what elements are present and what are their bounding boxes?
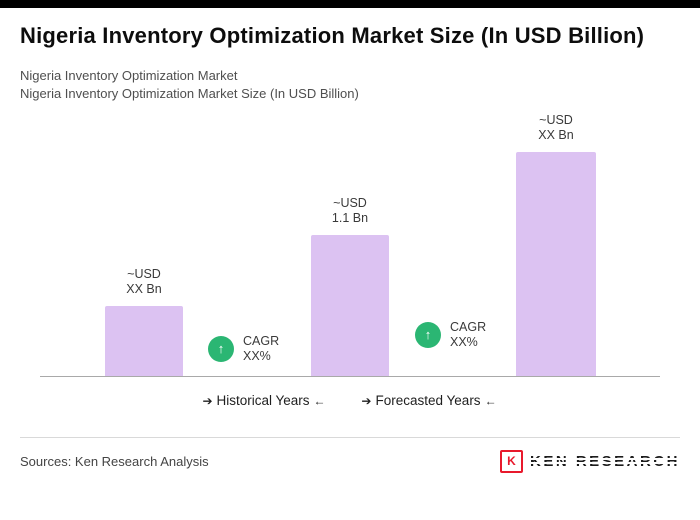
growth-up-arrow-icon: ↑ xyxy=(208,335,234,362)
bar-chart: ~USD XX Bn ~USD 1.1 Bn ~USD XX Bn ↑ CAGR… xyxy=(20,109,680,377)
left-arrow-icon: ← xyxy=(484,393,497,408)
footer-divider xyxy=(20,436,680,438)
ken-research-logo: K KEN RESEARCH xyxy=(499,449,681,473)
growth-up-arrow-icon: ↑ xyxy=(415,321,441,348)
bar-historical xyxy=(105,305,183,376)
bar-value-label: ~USD 1.1 Bn xyxy=(331,196,369,225)
cagr-value: XX% xyxy=(450,334,478,349)
bar-value-label: ~USD XX Bn xyxy=(538,113,574,142)
chart-subtitle-market: Nigeria Inventory Optimization Market xyxy=(20,67,238,83)
cagr-annotation-forecast: ↑ CAGR XX% xyxy=(415,320,486,350)
cagr-label: CAGR xyxy=(243,334,280,349)
top-black-bar xyxy=(0,0,700,8)
bar-base-year xyxy=(311,234,389,376)
ken-research-k-icon: K xyxy=(499,449,523,473)
forecasted-years-label: ➔ Forecasted Years ← xyxy=(357,393,500,408)
bar-group-forecast: ~USD XX Bn xyxy=(516,113,596,376)
cagr-label: CAGR xyxy=(450,320,487,335)
page-content: Nigeria Inventory Optimization Market Si… xyxy=(0,22,700,417)
x-axis-line xyxy=(40,375,660,377)
bar-group-historical: ~USD XX Bn xyxy=(105,267,183,376)
chart-subtitle-size: Nigeria Inventory Optimization Market Si… xyxy=(20,85,359,101)
cagr-value: XX% xyxy=(243,348,271,363)
ken-research-logo-text: KEN RESEARCH xyxy=(529,452,681,470)
bar-value-label: ~USD XX Bn xyxy=(126,267,162,296)
right-arrow-icon: ➔ xyxy=(202,393,213,408)
right-arrow-icon: ➔ xyxy=(361,393,372,408)
cagr-text: CAGR XX% xyxy=(243,334,279,364)
subtitle-block: Nigeria Inventory Optimization Market Ni… xyxy=(20,67,680,103)
historical-years-label: ➔ Historical Years ← xyxy=(198,393,329,408)
bar-forecast xyxy=(516,151,596,376)
bar-group-base: ~USD 1.1 Bn xyxy=(311,196,389,376)
cagr-text: CAGR XX% xyxy=(450,320,486,350)
footer: Sources: Ken Research Analysis K KEN RES… xyxy=(0,438,700,473)
axis-group-labels: ➔ Historical Years ← ➔ Forecasted Years ← xyxy=(20,385,680,417)
sources-text: Sources: Ken Research Analysis xyxy=(20,453,209,469)
left-arrow-icon: ← xyxy=(313,393,326,408)
cagr-annotation-historical: ↑ CAGR XX% xyxy=(208,334,279,364)
page-title: Nigeria Inventory Optimization Market Si… xyxy=(20,23,645,48)
